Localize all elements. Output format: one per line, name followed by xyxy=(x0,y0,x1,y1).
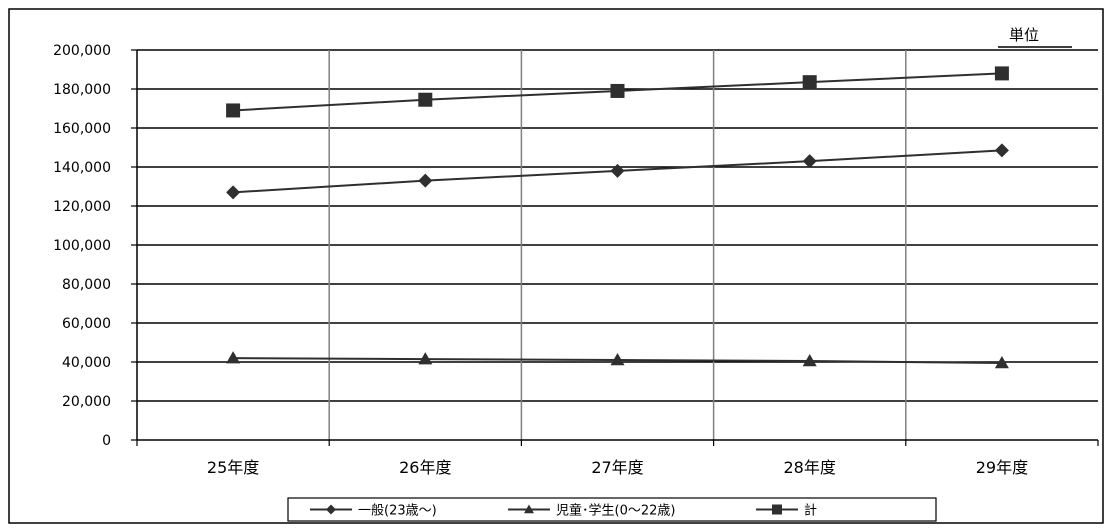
y-tick-label-6: 120,000 xyxy=(53,199,111,215)
series-layer xyxy=(226,66,1009,369)
series-0-point-1 xyxy=(418,173,433,188)
series-1-point-1 xyxy=(418,352,433,365)
series-0-point-2 xyxy=(610,163,625,178)
y-tick-label-8: 160,000 xyxy=(53,121,111,137)
y-tick-label-2: 40,000 xyxy=(62,355,111,371)
x-axis: 25年度 26年度 27年度 28年度 29年度 xyxy=(136,439,1099,477)
series-0-point-4 xyxy=(994,143,1009,158)
y-tick-label-3: 60,000 xyxy=(62,316,111,332)
legend: 一般(23歳～) 児童･学生(0～22歳) 計 xyxy=(287,497,937,522)
legend-label-0: 一般(23歳～) xyxy=(358,503,437,519)
legend-label-1: 児童･学生(0～22歳) xyxy=(556,503,675,519)
y-tick-label-5: 100,000 xyxy=(53,238,111,254)
series-2-point-2 xyxy=(610,83,625,98)
series-1-point-2 xyxy=(610,353,625,366)
series-1-point-4 xyxy=(994,355,1009,369)
series-0-point-0 xyxy=(226,185,241,200)
series-0-point-3 xyxy=(802,154,817,169)
y-tick-label-9: 180,000 xyxy=(53,82,111,98)
y-tick-label-10: 200,000 xyxy=(53,43,111,59)
series-2-point-0 xyxy=(226,103,241,118)
legend-box xyxy=(287,497,937,522)
y-tick-label-1: 20,000 xyxy=(62,394,111,410)
legend-marker-0 xyxy=(326,504,336,515)
series-2-point-1 xyxy=(418,92,433,107)
grid-lines xyxy=(137,49,1098,440)
y-tick-label-4: 80,000 xyxy=(62,277,111,293)
x-tick-label-2: 27年度 xyxy=(591,458,643,477)
unit-label: 単位 xyxy=(1009,26,1039,44)
series-2-point-4 xyxy=(994,66,1009,81)
x-tick-label-1: 26年度 xyxy=(399,458,451,477)
x-tick-label-0: 25年度 xyxy=(207,458,259,477)
legend-marker-2 xyxy=(772,504,782,515)
legend-marker-1 xyxy=(524,504,534,514)
y-tick-label-7: 140,000 xyxy=(53,160,111,176)
series-1-point-0 xyxy=(226,351,241,364)
y-tick-label-0: 0 xyxy=(102,433,111,449)
series-2-point-3 xyxy=(802,75,817,90)
chart-border xyxy=(8,8,1104,524)
series-1-point-3 xyxy=(802,354,817,367)
y-axis: 0 20,000 40,000 60,000 80,000 100,000 120,000 1… xyxy=(53,43,138,449)
x-tick-label-4: 29年度 xyxy=(976,458,1028,477)
x-tick-label-3: 28年度 xyxy=(784,458,836,477)
legend-label-2: 計 xyxy=(804,503,817,519)
